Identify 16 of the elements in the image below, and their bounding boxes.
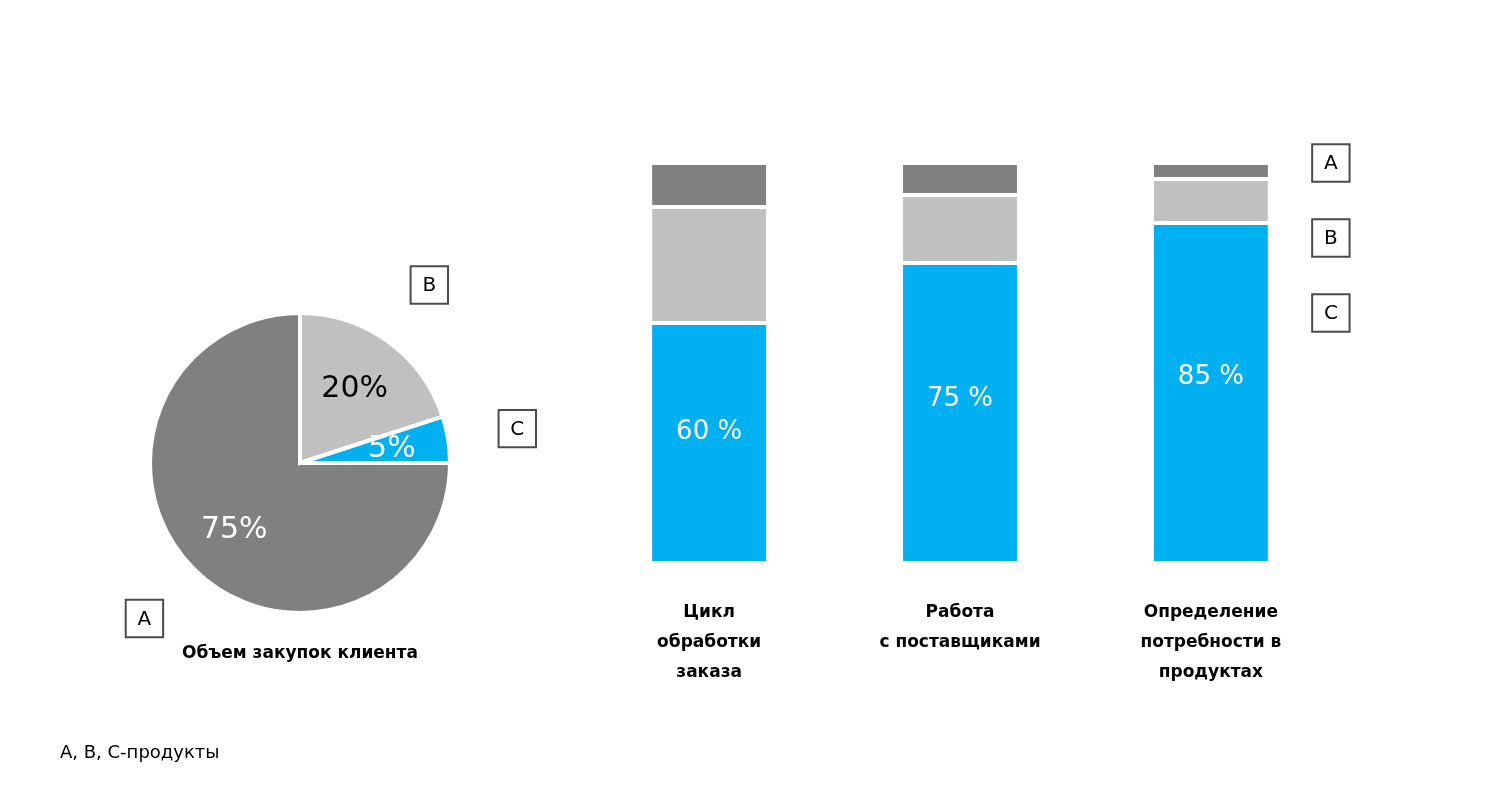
text: A, B, C-продукты [60,741,220,762]
text: Объем закупок клиента [182,642,418,662]
data-label: 85 % [1177,360,1244,390]
x-tick-label: Цикл обработки заказа [657,600,762,681]
text: A [1324,150,1339,174]
text: B [1324,225,1338,249]
slice-label: A [137,605,152,630]
data-label: 75% [200,509,268,545]
x-tick-label: Определение потребности в продуктах [1140,600,1282,681]
text: C [1323,300,1338,324]
slice-label: B [422,272,437,297]
slice-label: C [510,415,525,440]
data-label: 60 % [676,415,743,445]
data-label: 20% [321,368,389,404]
data-label: 75 % [926,382,994,412]
x-tick-label: Работа с поставщиками [879,600,1041,651]
